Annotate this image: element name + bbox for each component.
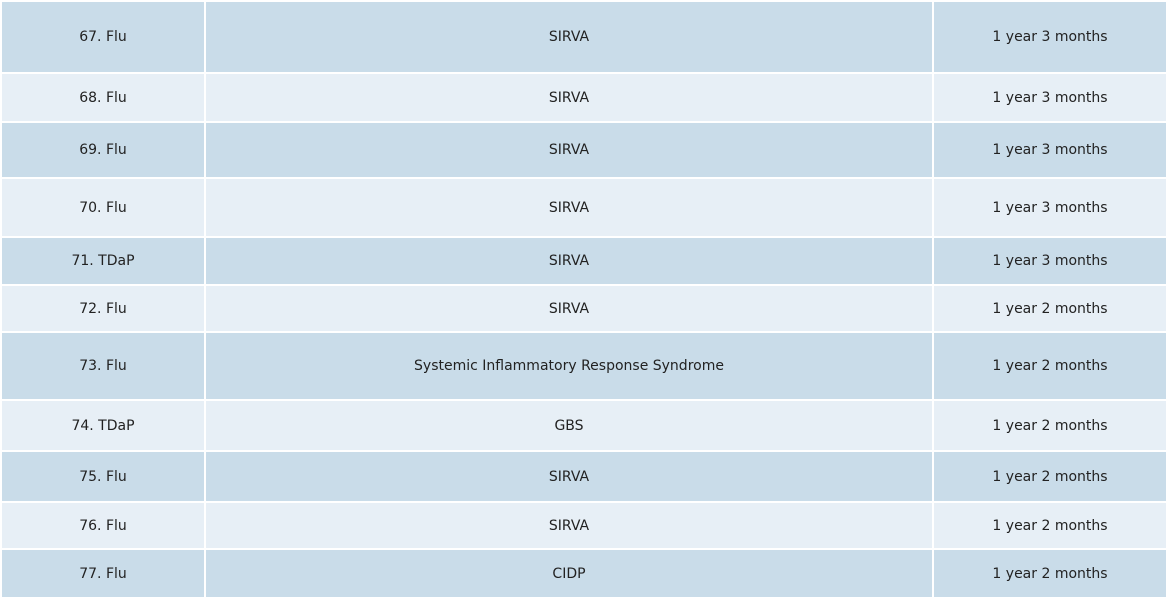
table-row: 67. Flu SIRVA 1 year 3 months	[0, 0, 1166, 74]
time-cell: 1 year 2 months	[933, 451, 1166, 503]
table-row: 74. TDaP GBS 1 year 2 months	[0, 400, 1166, 452]
vaccine-cell: 70. Flu	[0, 178, 206, 238]
time-cell: 1 year 3 months	[933, 122, 1166, 179]
vaccine-cell: 76. Flu	[0, 502, 206, 550]
time-cell: 1 year 2 months	[933, 285, 1166, 333]
table-row: 75. Flu SIRVA 1 year 2 months	[0, 451, 1166, 503]
time-cell: 1 year 2 months	[933, 549, 1166, 599]
injury-cell: SIRVA	[205, 502, 934, 550]
injury-cell: SIRVA	[205, 237, 934, 286]
time-cell: 1 year 3 months	[933, 0, 1166, 74]
vaccine-cell: 68. Flu	[0, 73, 206, 123]
injury-cell: SIRVA	[205, 73, 934, 123]
vaccine-cell: 74. TDaP	[0, 400, 206, 452]
time-cell: 1 year 2 months	[933, 400, 1166, 452]
time-cell: 1 year 3 months	[933, 237, 1166, 286]
table-row: 73. Flu Systemic Inflammatory Response S…	[0, 332, 1166, 401]
injury-cell: SIRVA	[205, 178, 934, 238]
table-row: 71. TDaP SIRVA 1 year 3 months	[0, 237, 1166, 286]
table-row: 68. Flu SIRVA 1 year 3 months	[0, 73, 1166, 123]
vaccine-cell: 69. Flu	[0, 122, 206, 179]
vaccine-cell: 72. Flu	[0, 285, 206, 333]
injury-cell: SIRVA	[205, 122, 934, 179]
injury-cell: SIRVA	[205, 0, 934, 74]
table-row: 69. Flu SIRVA 1 year 3 months	[0, 122, 1166, 179]
injury-cell: SIRVA	[205, 285, 934, 333]
injury-cell: CIDP	[205, 549, 934, 599]
injury-cell: SIRVA	[205, 451, 934, 503]
vaccine-cell: 77. Flu	[0, 549, 206, 599]
vaccine-cell: 71. TDaP	[0, 237, 206, 286]
vaccine-cell: 67. Flu	[0, 0, 206, 74]
injury-cell: GBS	[205, 400, 934, 452]
table-row: 72. Flu SIRVA 1 year 2 months	[0, 285, 1166, 333]
injury-cell: Systemic Inflammatory Response Syndrome	[205, 332, 934, 401]
time-cell: 1 year 2 months	[933, 332, 1166, 401]
vaccine-cell: 75. Flu	[0, 451, 206, 503]
vaccine-cell: 73. Flu	[0, 332, 206, 401]
table-row: 70. Flu SIRVA 1 year 3 months	[0, 178, 1166, 238]
time-cell: 1 year 2 months	[933, 502, 1166, 550]
table-row: 76. Flu SIRVA 1 year 2 months	[0, 502, 1166, 550]
time-cell: 1 year 3 months	[933, 178, 1166, 238]
time-cell: 1 year 3 months	[933, 73, 1166, 123]
table-row: 77. Flu CIDP 1 year 2 months	[0, 549, 1166, 599]
